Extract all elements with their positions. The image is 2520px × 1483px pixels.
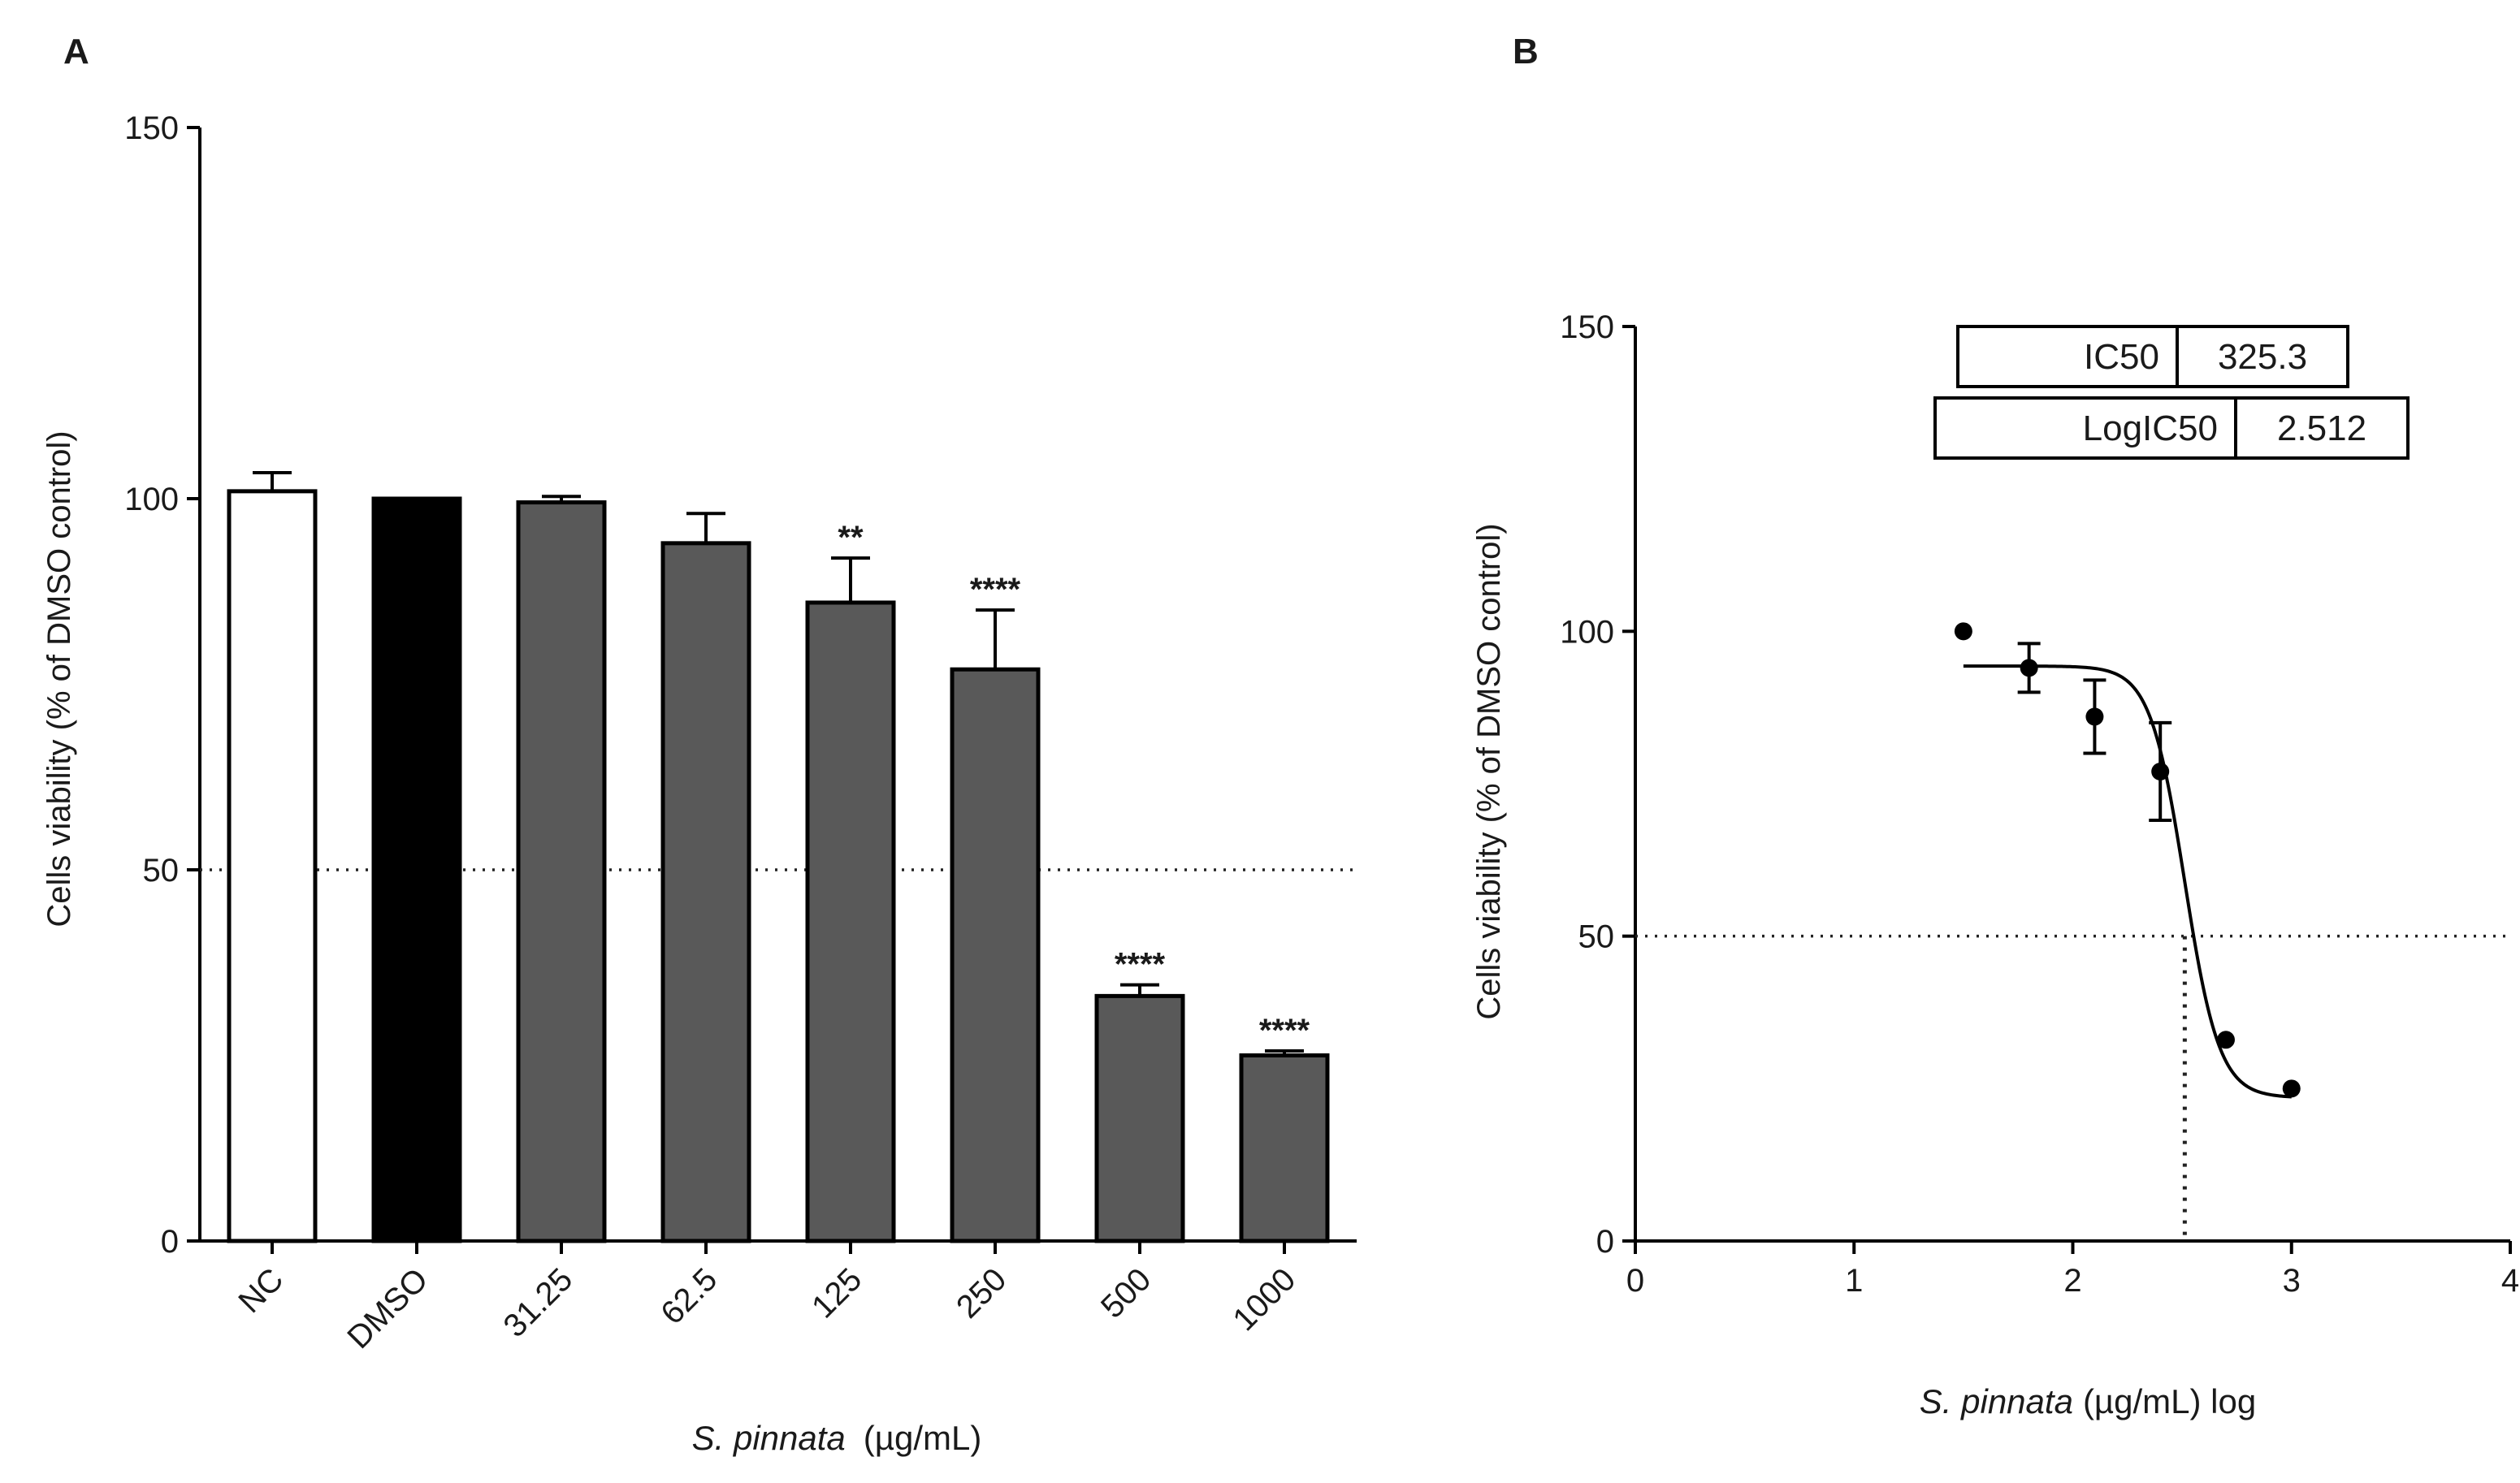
panel-a-x-tick-label: 250 [950,1261,1013,1325]
panel-a-x-tick-label: 31.25 [496,1261,579,1344]
results-table-row [1956,325,2349,388]
panel-a-y-tick-label: 150 [124,110,179,146]
panel-b-x-tick-label: 0 [1626,1263,1644,1299]
data-point [2282,1079,2301,1098]
panel-a-x-axis-label-species: S. pinnata [692,1419,846,1457]
panel-a-x-axis-label-unit: (µg/mL) [864,1419,982,1457]
panel-a-x-tick-label: 62.5 [654,1261,724,1331]
bar [516,500,607,1243]
panel-b-y-axis-label: Cells viability (% of DMSO control) [1471,523,1507,1019]
panel-a-label: A [63,32,89,71]
panel-b-x-axis-label-species: S. pinnata [1920,1382,2073,1420]
bar [805,600,896,1243]
results-table-value: 2.512 [2277,409,2366,448]
panel-a-x-tick-label: NC [232,1261,290,1320]
significance-marker: **** [970,572,1021,607]
panel-a-y-tick-label: 50 [143,853,180,889]
panel-a-x-tick-label: 125 [805,1261,868,1325]
panel-b-x-tick-label: 1 [1845,1263,1863,1299]
data-point [2216,1031,2235,1049]
panel-b-axes: 0 50 100 150 0 1 2 3 4 [1560,309,2519,1299]
bar [1239,1053,1330,1243]
panel-b-x-tick-label: 2 [2063,1263,2081,1299]
panel-a-bars: ************** [227,471,1330,1243]
results-table-label: LogIC50 [2083,409,2218,448]
panel-b-y-tick-label: 100 [1560,614,1614,650]
panel-a-x-axis-label: S. pinnata (µg/mL) [692,1419,982,1457]
panel-b-x-axis-label-unit: (µg/mL) log [2083,1382,2256,1420]
panel-b-dose-response: B 0 50 100 150 0 1 2 3 4 Cells viability (% of D… [1471,32,2519,1420]
panel-b-y-tick-label: 0 [1596,1224,1614,1260]
panel-a-x-tick-label: DMSO [340,1261,435,1355]
results-table-value: 325.3 [2218,337,2307,377]
panel-a-y-axis-label: Cells viability (% of DMSO control) [41,430,77,927]
significance-marker: ** [838,520,864,556]
panel-b-x-axis-label: S. pinnata (µg/mL) log [1920,1382,2256,1420]
panel-a-y-tick-label: 100 [124,482,179,517]
data-point [2085,707,2104,726]
bar [950,667,1041,1243]
fit-curve [1963,664,2292,1099]
bar [227,489,318,1243]
bar [371,496,462,1243]
panel-b-x-tick-label: 4 [2501,1263,2519,1299]
significance-marker: **** [1115,947,1166,983]
panel-b-plot [1954,622,2301,1099]
panel-a-y-tick-label: 0 [161,1224,179,1260]
panel-b-y-tick-label: 150 [1560,309,1614,345]
panel-b-y-tick-label: 50 [1578,919,1615,955]
significance-marker: **** [1259,1013,1310,1048]
data-point [2151,762,2170,780]
data-point [2020,659,2038,677]
panel-b-label: B [1513,32,1539,71]
panel-a-x-tick-label: 500 [1094,1261,1158,1325]
panel-b-x-tick-label: 3 [2283,1263,2301,1299]
panel-a-x-tick-label: 1000 [1226,1261,1302,1338]
results-table-row [1933,396,2410,460]
bar [660,541,751,1243]
data-point [1954,622,1972,641]
results-table-label: IC50 [2084,337,2159,377]
bar [1094,993,1185,1243]
